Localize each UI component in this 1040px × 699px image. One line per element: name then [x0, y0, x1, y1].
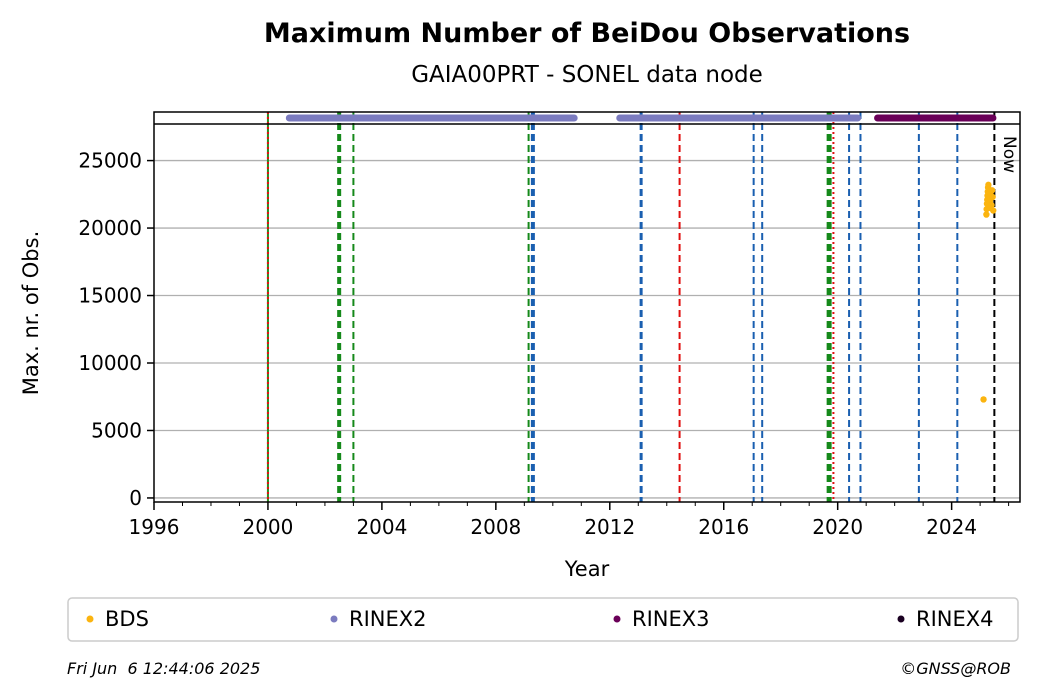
x-axis-ticks: 1996 2000 2004 2008 2012 2016 2020 2024: [129, 502, 1010, 539]
plot-frame: [153, 111, 1021, 503]
legend-marker-rinex4: [897, 615, 905, 623]
x-tick-label: 2020: [812, 515, 863, 539]
x-tick-label: 2000: [242, 515, 293, 539]
legend-label-bds: BDS: [105, 607, 149, 631]
y-tick-label: 20000: [78, 216, 142, 240]
gridlines: [154, 159, 1020, 499]
legend-label-rinex2: RINEX2: [349, 607, 427, 631]
x-tick-label: 2024: [926, 515, 977, 539]
data-point-bds: [983, 211, 990, 218]
y-tick-label: 15000: [78, 284, 142, 308]
data-point-bds: [990, 207, 997, 214]
y-axis-label: Max. nr. of Obs.: [19, 231, 43, 396]
event-lines: [266, 112, 996, 502]
data-point-bds: [985, 181, 992, 189]
y-tick-label: 25000: [78, 149, 142, 173]
data-point-bds: [988, 201, 995, 209]
footer-timestamp: Fri Jun 6 12:44:06 2025: [67, 659, 260, 678]
x-tick-label: 2012: [584, 515, 635, 539]
legend-marker-bds: [86, 615, 94, 623]
legend-label-rinex4: RINEX4: [916, 607, 994, 631]
now-label: Now: [999, 136, 1019, 173]
legend-box: [67, 597, 1019, 642]
chart-title: Maximum Number of BeiDou Observations: [264, 18, 910, 49]
legend-label-rinex3: RINEX3: [632, 607, 710, 631]
x-tick-label: 2008: [470, 515, 521, 539]
legend-marker-rinex2: [330, 615, 338, 623]
x-axis-label: Year: [564, 557, 610, 581]
y-tick-label: 0: [129, 486, 142, 510]
data-point-bds: [980, 396, 987, 403]
legend: BDS RINEX2 RINEX3 RINEX4: [86, 607, 994, 631]
data-point-bds: [989, 193, 996, 201]
x-tick-label: 2004: [356, 515, 407, 539]
bds-points: [980, 181, 997, 403]
data-point-bds: [988, 187, 996, 194]
legend-marker-rinex3: [613, 615, 621, 623]
y-axis-ticks: 0 5000 10000 15000 20000 25000: [78, 149, 154, 510]
y-tick-label: 5000: [91, 418, 142, 442]
chart-subtitle: GAIA00PRT - SONEL data node: [411, 62, 763, 88]
y-tick-label: 10000: [78, 351, 142, 375]
x-tick-label: 2016: [698, 515, 749, 539]
footer-copyright: ©GNSS@ROB: [900, 659, 1011, 678]
x-tick-label: 1996: [129, 515, 180, 539]
